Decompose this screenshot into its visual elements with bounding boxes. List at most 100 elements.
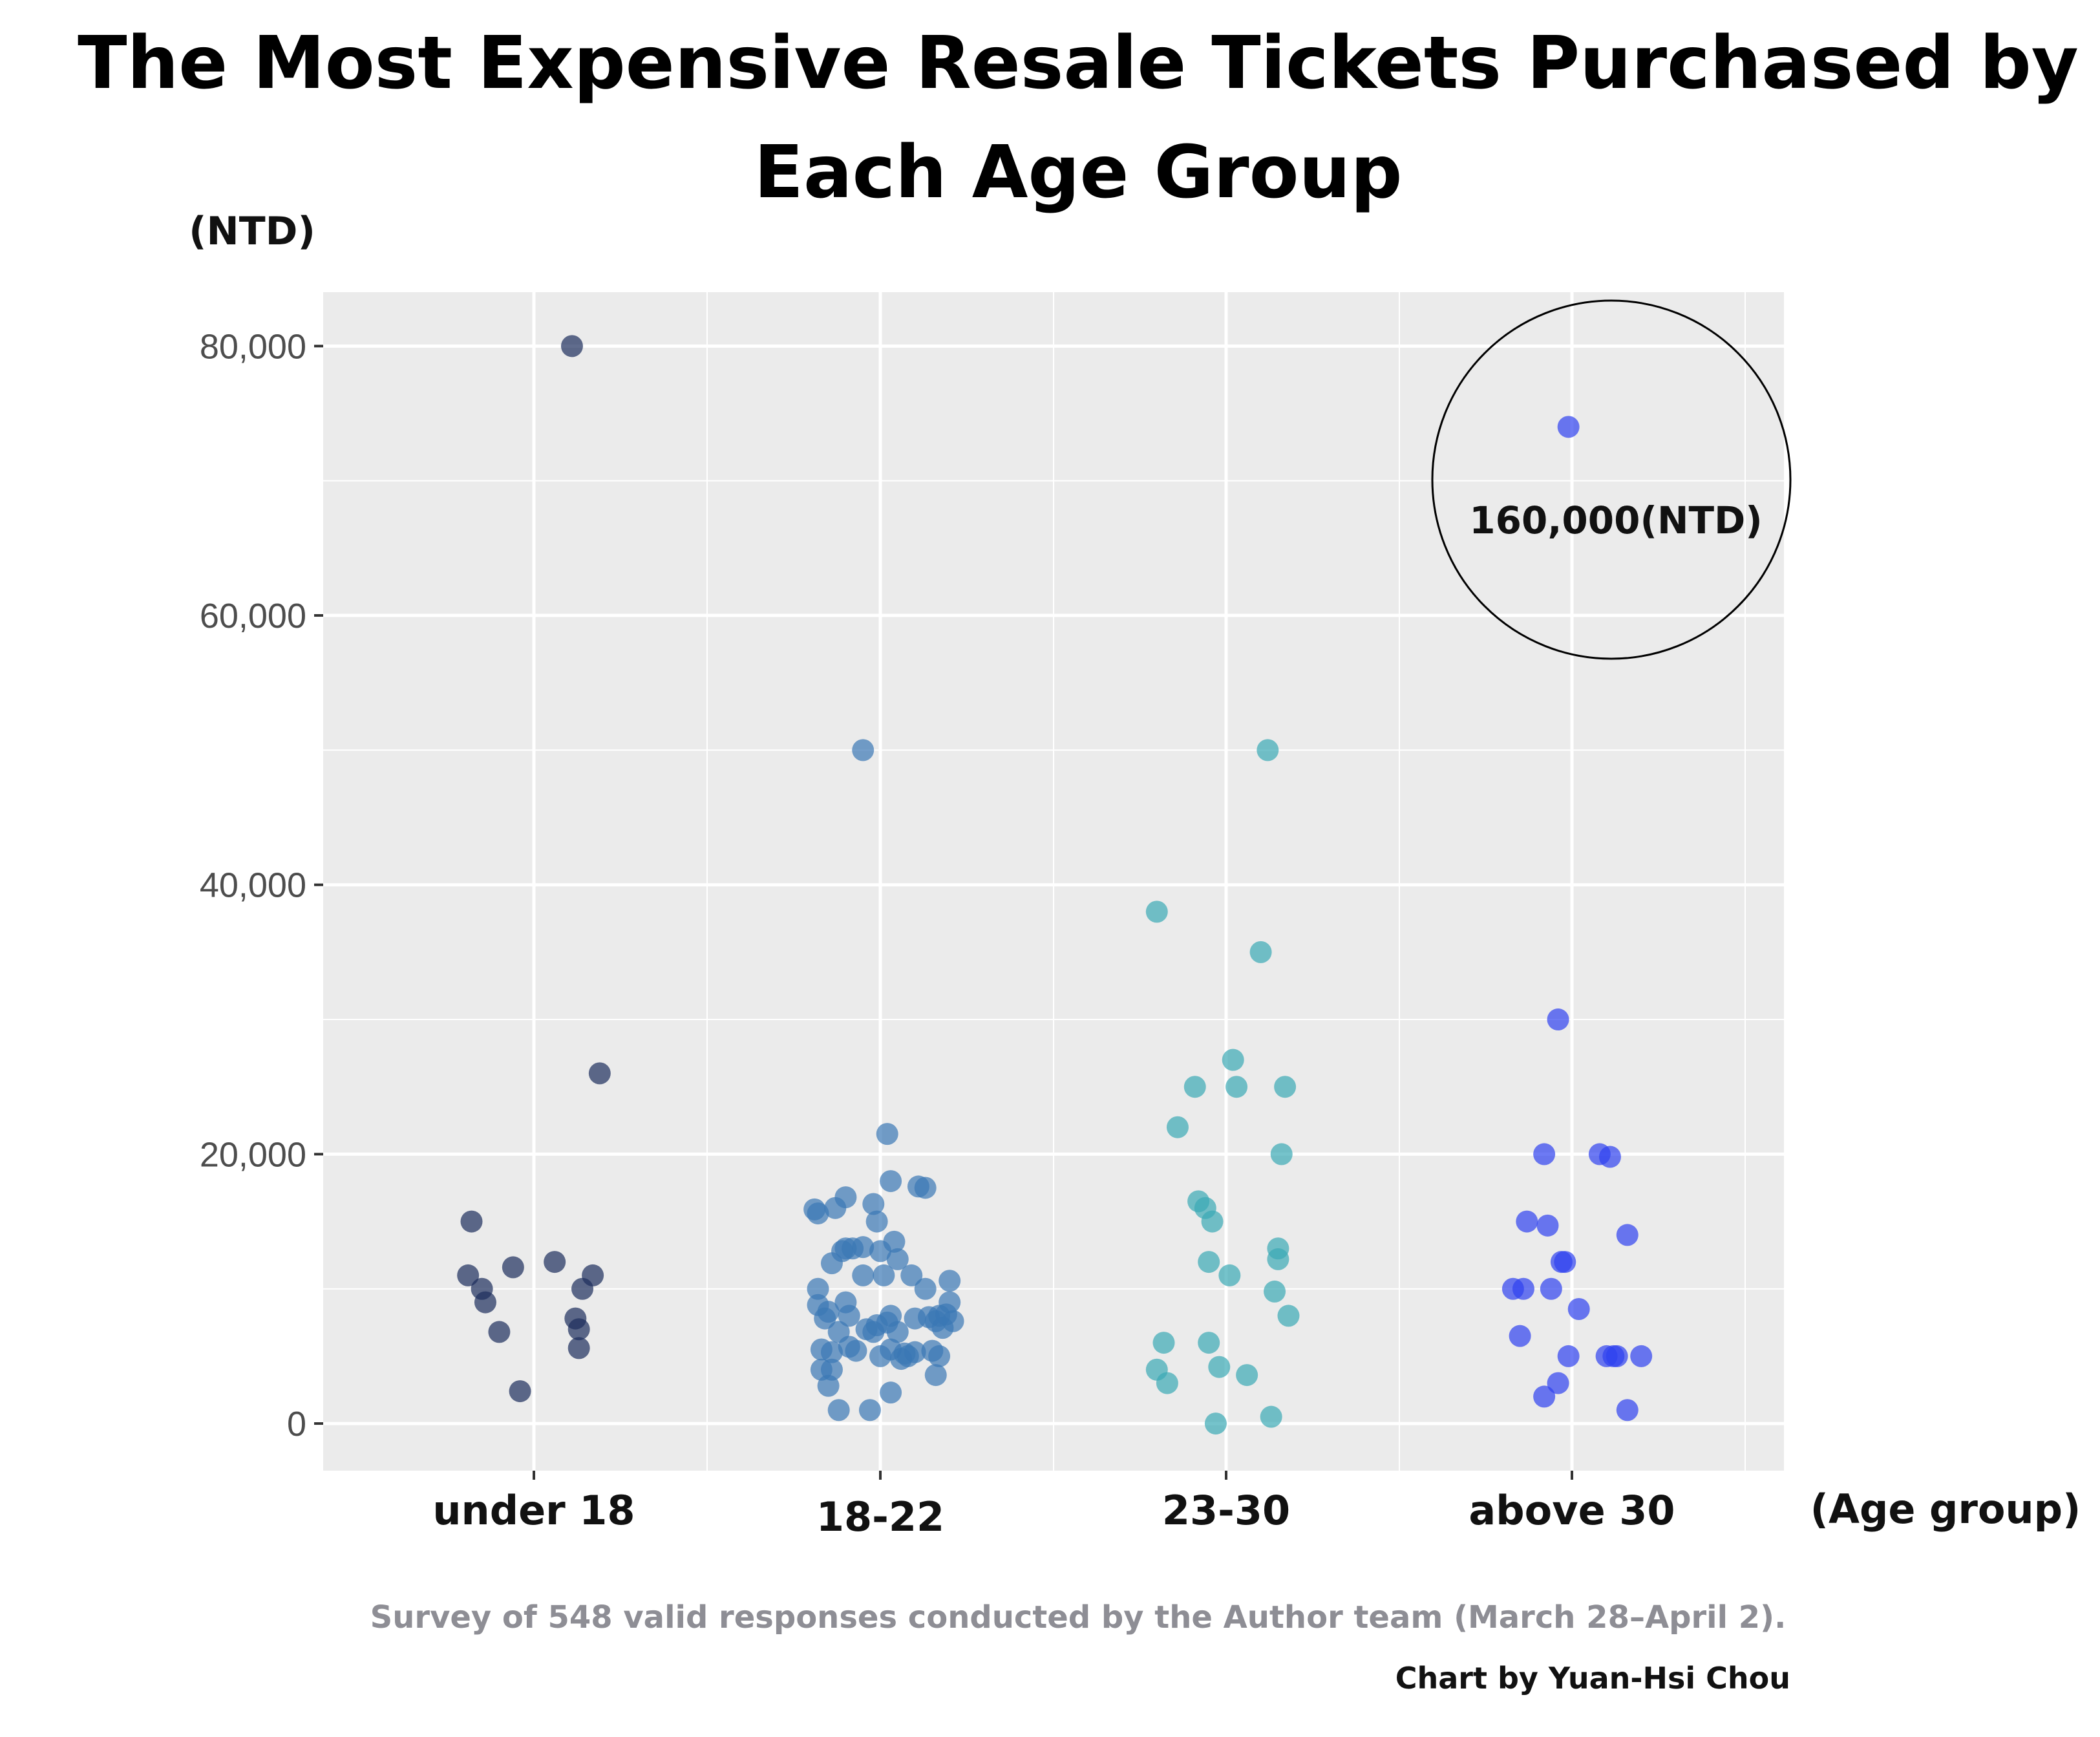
data-point bbox=[924, 1364, 947, 1387]
y-tick-label: 20,000 bbox=[200, 1135, 306, 1174]
data-point bbox=[820, 1358, 843, 1381]
data-point bbox=[1616, 1399, 1639, 1422]
data-point bbox=[852, 1236, 875, 1259]
data-point bbox=[807, 1277, 829, 1300]
data-point bbox=[873, 1264, 895, 1286]
y-tick-label: 60,000 bbox=[200, 597, 306, 635]
data-point bbox=[1547, 1008, 1569, 1031]
data-point bbox=[914, 1277, 937, 1300]
data-point bbox=[914, 1177, 937, 1199]
minor-gridlines bbox=[323, 292, 1784, 1471]
x-axis-ticks: under 18 18-22 23-30 above 30 bbox=[432, 1471, 1675, 1540]
data-point bbox=[567, 1337, 590, 1359]
data-point bbox=[1166, 1116, 1189, 1138]
chart-title-line-1: The Most Expensive Resale Tickets Purcha… bbox=[78, 21, 2079, 105]
data-point bbox=[582, 1264, 604, 1286]
x-category-label: under 18 bbox=[432, 1487, 635, 1534]
chart-credit: Chart by Yuan-Hsi Chou bbox=[1395, 1661, 1790, 1696]
data-point bbox=[1536, 1214, 1559, 1237]
data-point bbox=[1225, 1076, 1248, 1098]
data-point bbox=[845, 1339, 867, 1362]
data-point bbox=[1208, 1356, 1231, 1378]
highlight-annotation-text: 160,000(NTD) bbox=[1469, 498, 1762, 542]
data-point bbox=[1198, 1332, 1220, 1354]
data-point bbox=[1201, 1210, 1224, 1233]
data-point bbox=[460, 1210, 483, 1233]
data-point bbox=[474, 1291, 496, 1314]
data-point bbox=[560, 335, 583, 357]
data-point bbox=[588, 1062, 611, 1085]
data-point bbox=[1630, 1345, 1653, 1367]
x-category-label: 23-30 bbox=[1162, 1487, 1290, 1534]
data-point bbox=[1557, 1345, 1580, 1367]
data-point bbox=[488, 1321, 511, 1343]
data-point bbox=[886, 1248, 909, 1270]
data-point bbox=[1557, 416, 1580, 438]
data-point bbox=[1249, 941, 1272, 963]
data-point bbox=[904, 1341, 926, 1363]
data-point bbox=[1533, 1143, 1556, 1166]
data-point bbox=[807, 1202, 829, 1225]
data-point bbox=[852, 1264, 875, 1286]
data-point bbox=[1512, 1277, 1534, 1300]
data-point bbox=[880, 1170, 902, 1193]
data-point bbox=[834, 1186, 857, 1209]
data-point bbox=[1598, 1146, 1621, 1168]
data-point bbox=[1260, 1405, 1282, 1428]
data-point bbox=[928, 1345, 951, 1367]
data-point bbox=[1198, 1251, 1220, 1273]
data-point bbox=[1516, 1210, 1538, 1233]
data-point bbox=[939, 1291, 961, 1314]
data-points bbox=[457, 335, 1653, 1435]
data-point bbox=[1267, 1248, 1289, 1270]
data-point bbox=[502, 1256, 524, 1279]
data-point bbox=[544, 1251, 566, 1273]
data-point bbox=[939, 1270, 961, 1292]
y-axis-ticks: 0 20,000 40,000 60,000 80,000 bbox=[200, 327, 323, 1444]
data-point bbox=[1567, 1297, 1590, 1320]
data-point bbox=[1222, 1049, 1244, 1071]
data-point bbox=[820, 1341, 843, 1363]
highlight-annotation: 160,000(NTD) bbox=[1431, 299, 1792, 660]
data-point bbox=[883, 1230, 906, 1253]
y-axis-unit-label: (NTD) bbox=[189, 209, 315, 254]
data-point bbox=[1270, 1143, 1293, 1166]
data-point bbox=[1204, 1412, 1227, 1435]
data-point bbox=[1274, 1076, 1297, 1098]
data-point bbox=[876, 1123, 898, 1146]
data-point bbox=[942, 1310, 964, 1332]
data-point bbox=[1616, 1224, 1639, 1246]
data-point bbox=[1156, 1372, 1178, 1394]
data-point bbox=[509, 1380, 531, 1403]
data-point bbox=[900, 1264, 923, 1286]
data-point bbox=[1606, 1345, 1628, 1367]
data-point bbox=[862, 1193, 885, 1215]
data-point bbox=[1145, 900, 1168, 923]
data-point bbox=[838, 1305, 860, 1327]
data-point bbox=[827, 1399, 850, 1422]
data-point bbox=[1236, 1364, 1258, 1387]
data-point bbox=[457, 1264, 480, 1286]
data-point bbox=[1264, 1280, 1286, 1303]
y-tick-label: 80,000 bbox=[200, 327, 306, 366]
data-point bbox=[567, 1318, 590, 1341]
data-point bbox=[1533, 1385, 1556, 1408]
data-point bbox=[1183, 1076, 1206, 1098]
data-point bbox=[817, 1301, 840, 1323]
data-point bbox=[1547, 1372, 1569, 1394]
x-category-label: above 30 bbox=[1469, 1487, 1675, 1534]
x-category-label: 18-22 bbox=[816, 1493, 944, 1540]
data-point bbox=[1257, 739, 1279, 762]
data-point bbox=[880, 1381, 902, 1404]
data-point bbox=[865, 1210, 888, 1233]
data-point bbox=[1218, 1264, 1241, 1286]
source-note: Survey of 548 valid responses conducted … bbox=[370, 1599, 1787, 1636]
chart-title-line-2: Each Age Group bbox=[754, 131, 1402, 215]
data-point bbox=[1509, 1325, 1531, 1347]
data-point bbox=[1554, 1251, 1576, 1273]
data-point bbox=[858, 1399, 881, 1422]
data-point bbox=[852, 739, 875, 762]
data-point bbox=[1152, 1332, 1175, 1354]
y-tick-label: 40,000 bbox=[200, 866, 306, 905]
